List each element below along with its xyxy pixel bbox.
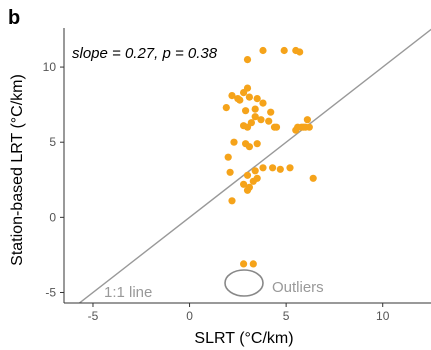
data-point <box>226 168 234 176</box>
y-tick-label: 10 <box>43 60 57 74</box>
data-point <box>242 107 250 115</box>
data-point <box>259 164 267 172</box>
data-point <box>303 116 311 124</box>
data-point <box>257 116 265 124</box>
data-point <box>253 95 261 103</box>
data-point <box>222 104 230 112</box>
data-point <box>251 105 259 113</box>
data-point <box>292 126 300 134</box>
y-tick-label: 0 <box>49 210 56 224</box>
data-point <box>245 143 253 151</box>
y-tick-label: 5 <box>49 135 56 149</box>
data-point <box>249 177 257 185</box>
x-tick-label: -5 <box>88 309 99 323</box>
data-point <box>270 123 279 131</box>
x-tick-label: 5 <box>283 309 290 323</box>
panel-label: b <box>8 7 20 29</box>
data-point <box>251 113 259 121</box>
data-point <box>276 165 284 173</box>
data-point <box>251 167 259 175</box>
data-point <box>236 96 244 104</box>
data-point <box>259 46 267 55</box>
x-axis-label: SLRT (°C/km) <box>194 330 293 347</box>
data-point <box>259 99 267 107</box>
data-point <box>296 48 304 56</box>
data-point <box>269 164 277 172</box>
x-tick-label: 10 <box>376 309 390 323</box>
data-point <box>240 122 248 130</box>
data-point <box>245 93 253 101</box>
outliers-ellipse <box>224 269 264 297</box>
data-point <box>280 46 288 55</box>
data-point <box>309 174 317 182</box>
ref-line-label: 1:1 line <box>104 284 152 301</box>
one-to-one-line <box>78 28 431 303</box>
slope-annotation: slope = 0.27, p = 0.38 <box>72 45 218 62</box>
axes: -5 0 5 10 -5 0 5 10 <box>43 28 431 323</box>
outliers-label: Outliers <box>272 279 324 296</box>
data-point <box>240 180 248 188</box>
data-point <box>228 92 236 100</box>
data-point <box>243 186 252 194</box>
data-points <box>222 46 317 268</box>
data-point <box>286 164 294 172</box>
data-point <box>230 138 238 146</box>
data-point <box>249 260 257 268</box>
data-point <box>240 260 248 268</box>
data-point <box>265 117 273 125</box>
data-point <box>253 140 261 148</box>
data-point <box>224 153 232 161</box>
data-point <box>228 197 236 205</box>
data-point <box>267 108 275 116</box>
data-point <box>301 123 309 131</box>
y-tick-label: -5 <box>45 285 56 299</box>
reference-line-layer <box>78 28 431 303</box>
x-tick-label: 0 <box>186 309 193 323</box>
data-point <box>240 89 248 97</box>
data-point <box>243 171 252 179</box>
y-axis-label: Station-based LRT (°C/km) <box>9 74 26 266</box>
data-point <box>243 56 252 64</box>
